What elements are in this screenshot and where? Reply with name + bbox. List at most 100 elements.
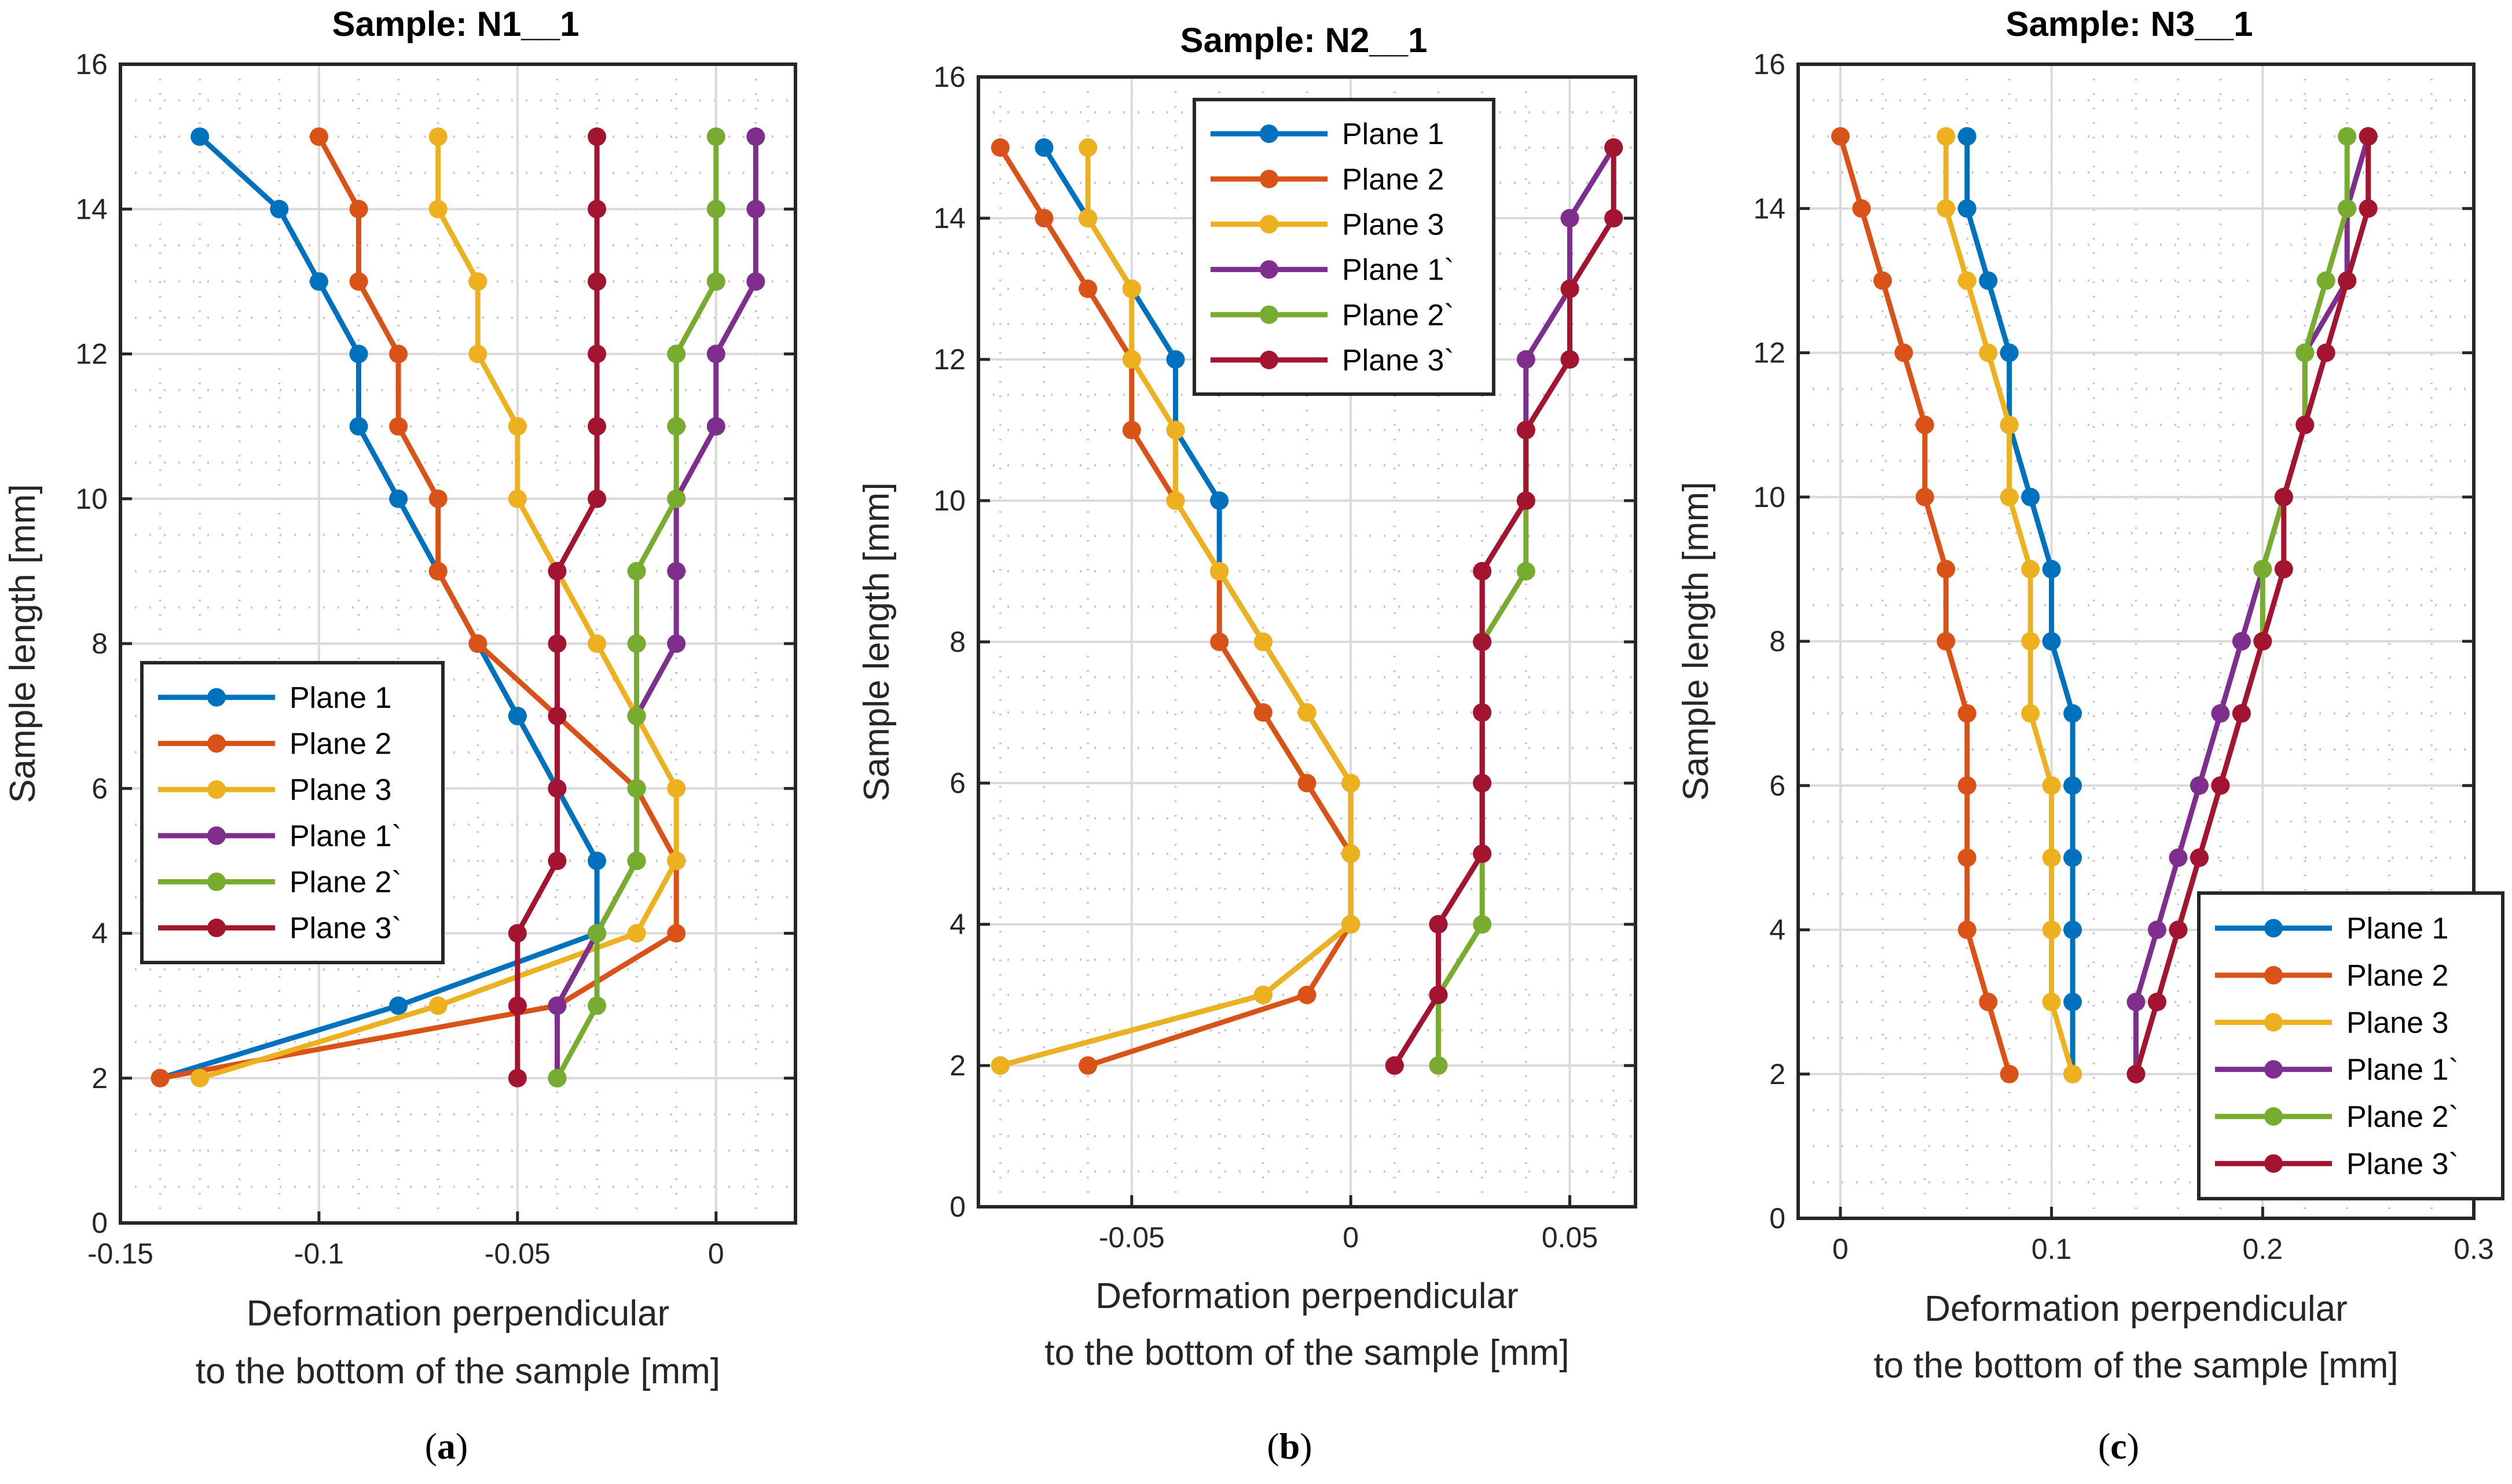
data-point bbox=[588, 272, 607, 291]
x-axis-label-line1: Deformation perpendicular bbox=[247, 1294, 670, 1334]
data-point bbox=[1957, 271, 1976, 290]
legend-item: Plane 3` bbox=[2215, 1147, 2459, 1181]
data-point bbox=[588, 851, 607, 870]
data-point bbox=[1166, 491, 1185, 510]
data-point bbox=[2274, 560, 2293, 579]
data-point bbox=[627, 561, 646, 581]
data-point bbox=[627, 924, 646, 943]
axes-box bbox=[1796, 63, 2476, 1220]
data-point bbox=[1429, 1056, 1448, 1075]
data-point bbox=[2000, 487, 2019, 506]
series-plane-3-prime bbox=[508, 127, 607, 1088]
legend-label: Plane 2 bbox=[289, 728, 391, 761]
y-tick-label: 4 bbox=[1769, 914, 1785, 946]
data-point bbox=[1122, 350, 1141, 369]
data-point bbox=[1210, 491, 1229, 510]
y-tick-label: 0 bbox=[91, 1207, 108, 1239]
legend-label: Plane 2 bbox=[1342, 163, 1444, 196]
data-point bbox=[2147, 920, 2166, 939]
data-point bbox=[508, 489, 527, 508]
x-tick-label: 0.1 bbox=[2031, 1233, 2072, 1265]
legend-item: Plane 1 bbox=[158, 681, 391, 715]
data-point bbox=[2359, 127, 2378, 146]
panel-label-close: ) bbox=[456, 1426, 468, 1467]
series-line bbox=[2133, 135, 2371, 1074]
data-point bbox=[706, 344, 725, 363]
legend-marker bbox=[207, 826, 226, 845]
x-tick-label: 0 bbox=[1832, 1233, 1849, 1265]
legend-label: Plane 3 bbox=[289, 773, 391, 807]
y-tick-label: 8 bbox=[949, 626, 966, 658]
series-line bbox=[1838, 135, 2012, 1075]
data-point bbox=[1341, 844, 1360, 863]
data-point bbox=[2126, 1064, 2146, 1083]
data-point bbox=[2126, 993, 2146, 1012]
data-point bbox=[1979, 993, 1998, 1012]
data-point bbox=[2063, 1064, 2082, 1083]
data-point bbox=[1937, 560, 1956, 579]
data-point bbox=[2063, 993, 2082, 1012]
legend-label: Plane 1` bbox=[1342, 254, 1454, 287]
legend-marker bbox=[207, 734, 226, 753]
x-tick-label: -0.15 bbox=[87, 1237, 153, 1270]
data-point bbox=[1429, 915, 1448, 934]
y-tick-label: 4 bbox=[91, 917, 108, 950]
series-line bbox=[159, 135, 679, 1081]
data-point bbox=[667, 344, 686, 363]
data-point bbox=[2042, 560, 2061, 579]
legend: Plane 1 Plane 2 Plane 3 Plane 1` Plane 2` Pla… bbox=[140, 661, 445, 964]
data-point bbox=[2316, 271, 2335, 290]
x-tick-label: -0.05 bbox=[485, 1237, 551, 1270]
data-point bbox=[1079, 280, 1098, 298]
data-point bbox=[2000, 343, 2019, 362]
data-point bbox=[627, 634, 646, 653]
legend-marker bbox=[1260, 215, 1278, 234]
data-point bbox=[190, 1068, 210, 1088]
data-point bbox=[468, 634, 487, 653]
data-point bbox=[548, 996, 567, 1015]
data-point bbox=[1957, 127, 1976, 146]
legend-marker bbox=[1260, 170, 1278, 189]
x-tick-label: 0.2 bbox=[2243, 1233, 2283, 1265]
y-tick-label: 6 bbox=[1769, 769, 1785, 802]
series-line bbox=[1964, 136, 2075, 1074]
data-point bbox=[746, 272, 765, 291]
data-point bbox=[428, 489, 448, 508]
data-point bbox=[2211, 704, 2230, 723]
x-tick-label: 0 bbox=[1343, 1221, 1359, 1254]
data-point bbox=[2190, 776, 2209, 795]
data-point bbox=[1253, 633, 1272, 651]
y-tick-label: 2 bbox=[91, 1062, 108, 1094]
data-point bbox=[2000, 416, 2019, 435]
data-point bbox=[2021, 704, 2040, 723]
data-point bbox=[1473, 915, 1492, 934]
legend-item: Plane 3 bbox=[2215, 1006, 2448, 1039]
data-point bbox=[627, 707, 646, 726]
data-point bbox=[1894, 343, 1913, 362]
legend-marker bbox=[2264, 1060, 2283, 1079]
data-point bbox=[2063, 704, 2082, 723]
x-axis-label-line2: to the bottom of the sample [mm] bbox=[1044, 1333, 1569, 1373]
data-point bbox=[1035, 138, 1054, 157]
x-axis-label-line1: Deformation perpendicular bbox=[1924, 1289, 2348, 1329]
data-point bbox=[588, 634, 607, 653]
y-tick-label: 0 bbox=[1769, 1202, 1785, 1235]
data-point bbox=[1957, 848, 1976, 867]
data-point bbox=[349, 272, 368, 291]
data-point bbox=[2295, 416, 2315, 435]
data-point bbox=[1253, 986, 1272, 1004]
legend-item: Plane 3` bbox=[158, 912, 402, 945]
legend-box bbox=[2197, 891, 2504, 1200]
data-point bbox=[548, 779, 567, 798]
legend-marker bbox=[2264, 1154, 2283, 1173]
panel-label-open: ( bbox=[2098, 1426, 2110, 1467]
data-point bbox=[1035, 209, 1054, 227]
legend-marker bbox=[1260, 124, 1278, 144]
data-point bbox=[2253, 632, 2272, 651]
y-tick-label: 14 bbox=[75, 193, 108, 225]
data-point bbox=[468, 344, 487, 363]
data-point bbox=[1937, 127, 1956, 146]
data-point bbox=[1604, 138, 1623, 157]
data-point bbox=[1979, 343, 1998, 362]
